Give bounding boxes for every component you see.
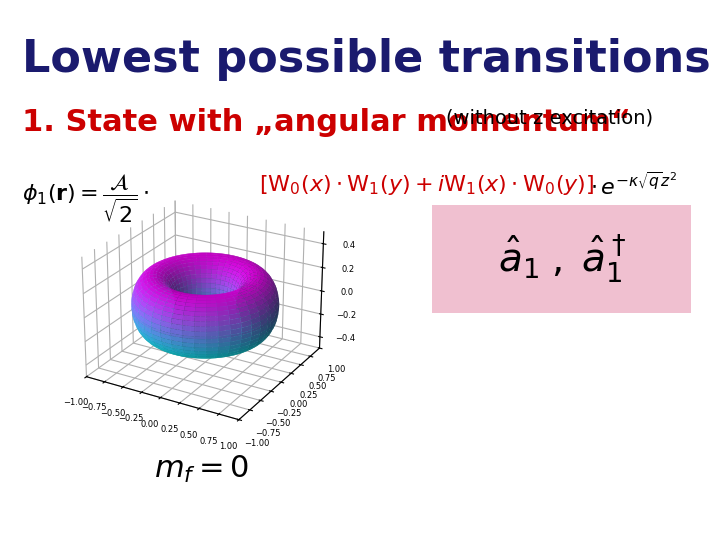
Text: $\phi_1(\mathbf{r}) = \dfrac{\mathcal{A}}{\sqrt{2}} \cdot$: $\phi_1(\mathbf{r}) = \dfrac{\mathcal{A}… bbox=[22, 173, 149, 225]
Text: 1. State with „angular momentum“: 1. State with „angular momentum“ bbox=[22, 108, 631, 137]
Text: (without z excitation): (without z excitation) bbox=[446, 108, 654, 127]
Text: Lowest possible transitions: Lowest possible transitions bbox=[22, 38, 711, 81]
Text: $\left[\mathrm{W}_0(x)\cdot\mathrm{W}_1(y)+i\mathrm{W}_1(x)\cdot\mathrm{W}_0(y)\: $\left[\mathrm{W}_0(x)\cdot\mathrm{W}_1(… bbox=[259, 173, 595, 197]
Text: $m_f = 0$: $m_f = 0$ bbox=[154, 454, 249, 485]
Text: $\hat{a}_1\;,\;\hat{a}_1^\dagger$: $\hat{a}_1\;,\;\hat{a}_1^\dagger$ bbox=[498, 233, 626, 285]
Text: $\cdot\, e^{-\kappa\sqrt{q}z^2}$: $\cdot\, e^{-\kappa\sqrt{q}z^2}$ bbox=[590, 173, 678, 199]
